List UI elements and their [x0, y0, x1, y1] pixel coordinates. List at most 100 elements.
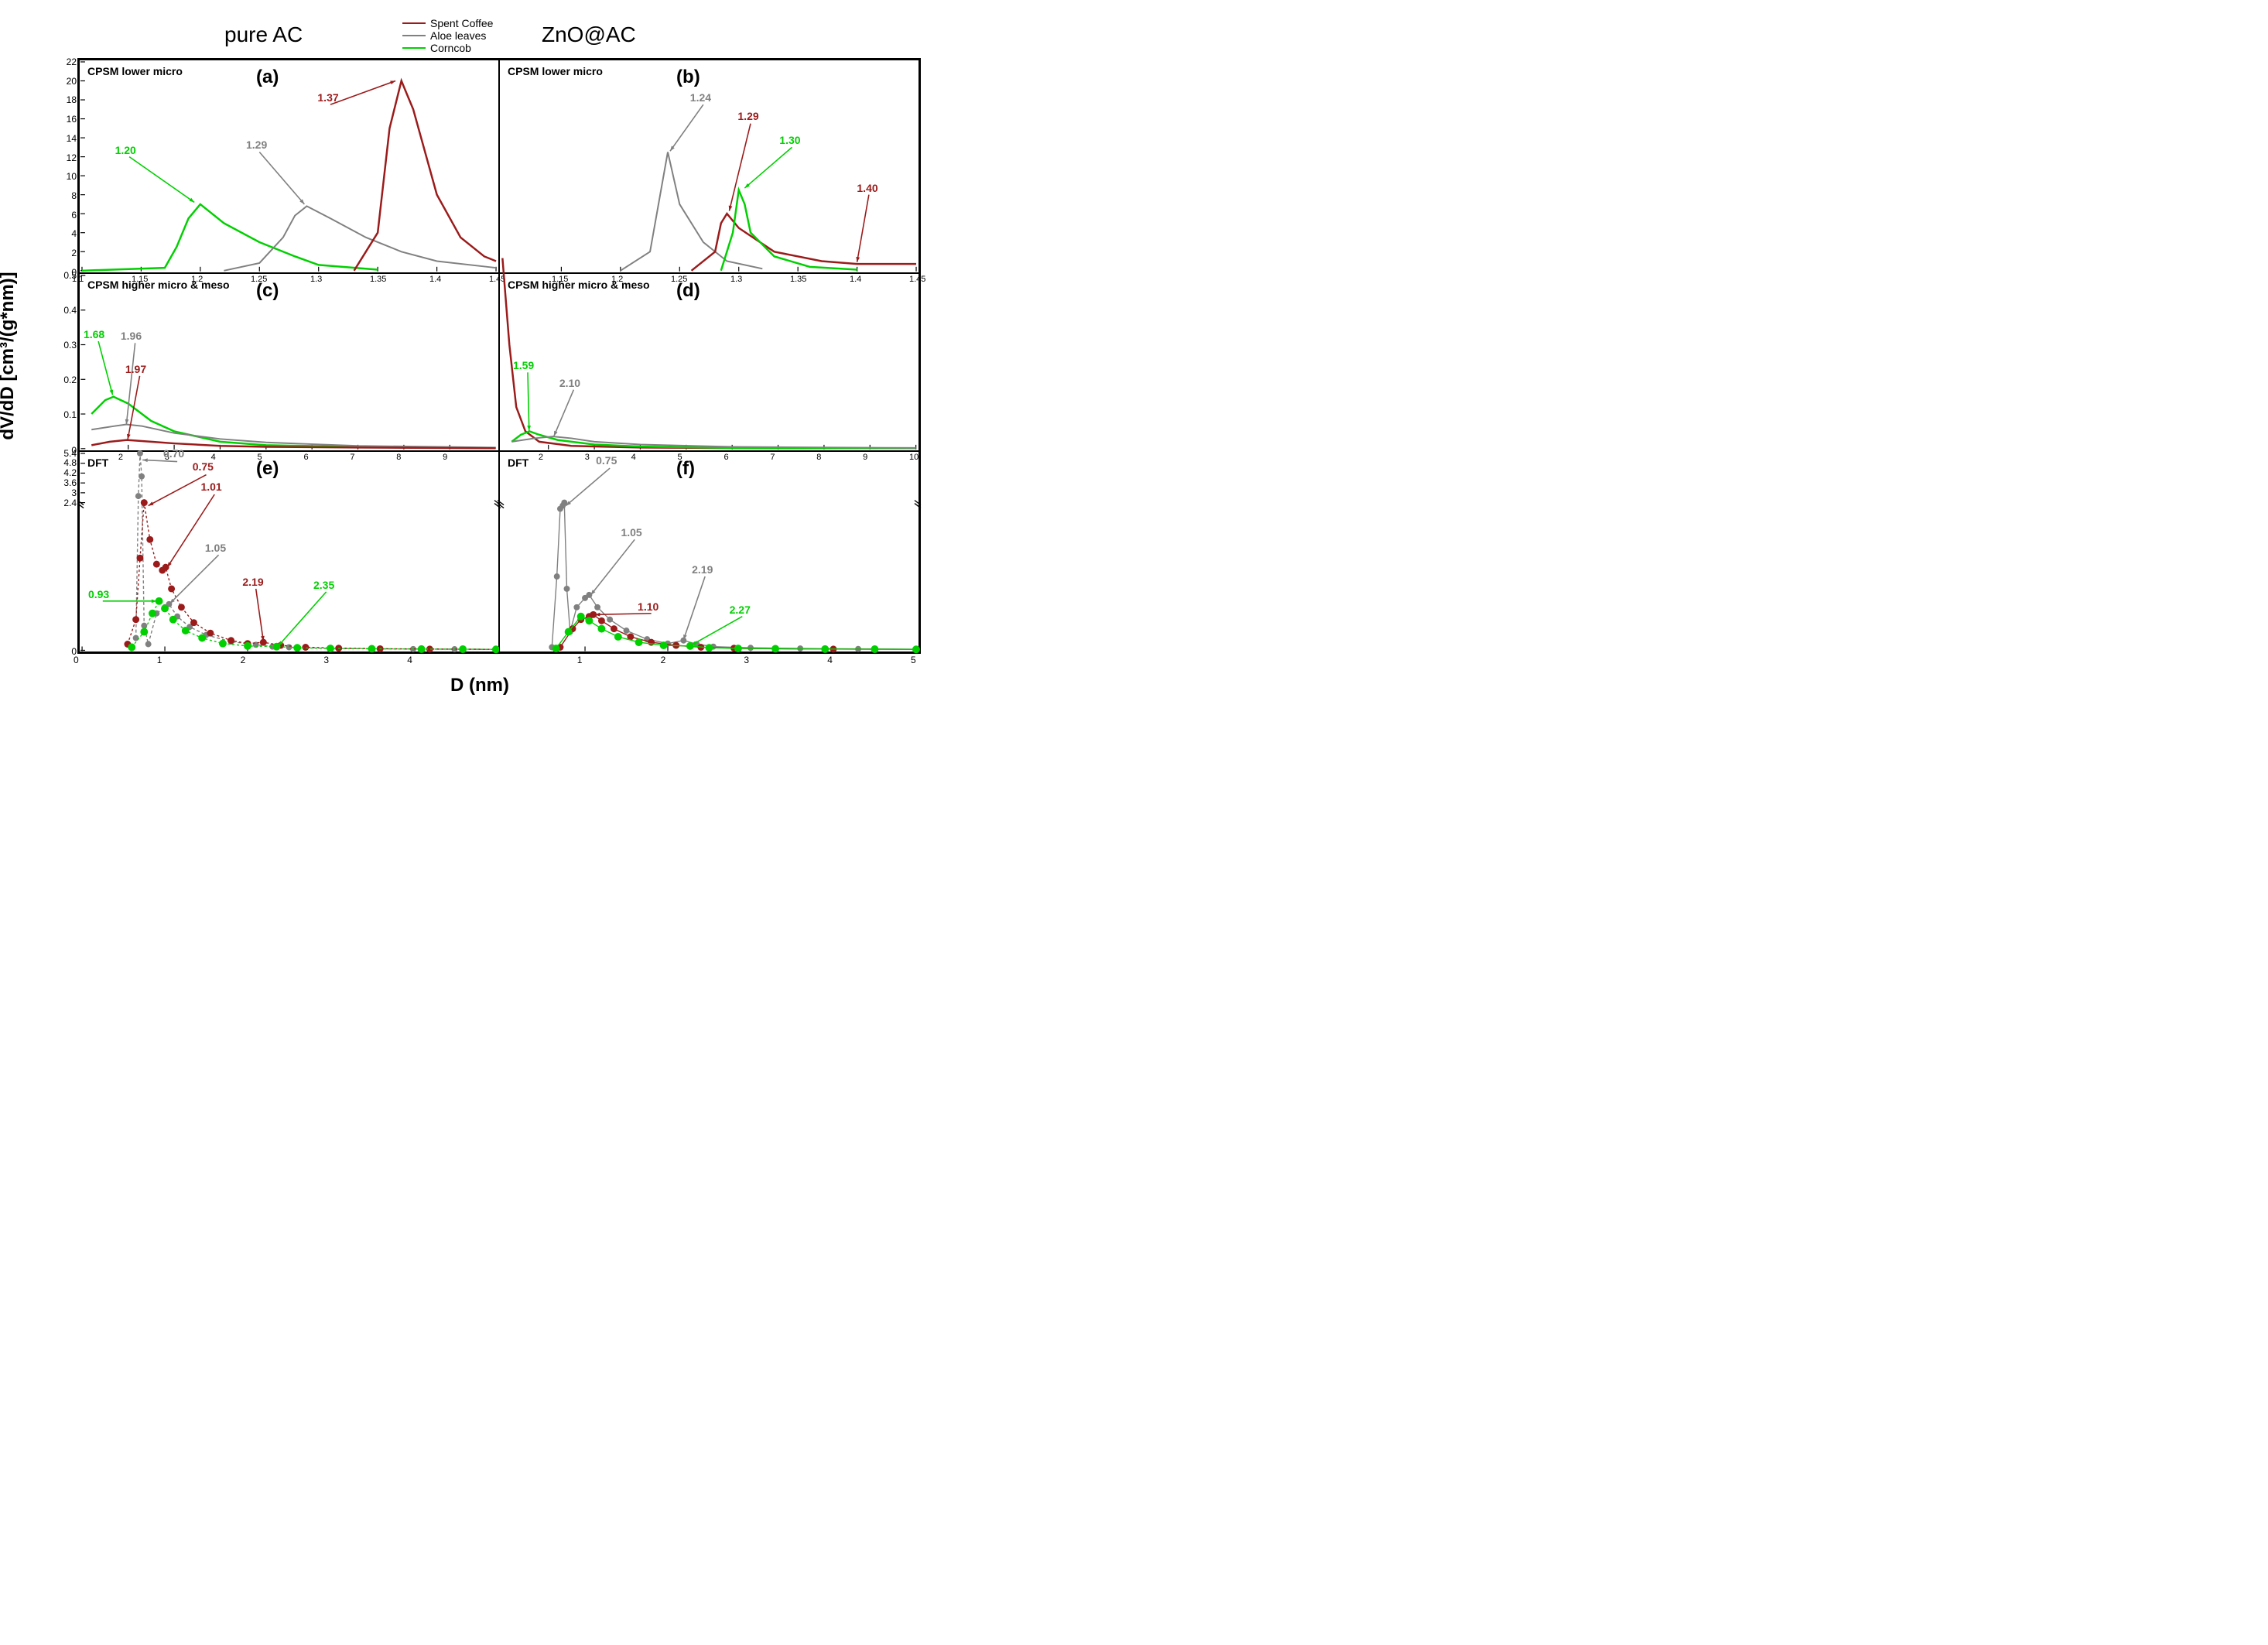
series-marker: [190, 619, 197, 626]
series-line: [354, 81, 496, 271]
series-marker: [418, 645, 426, 652]
series-marker: [244, 641, 251, 649]
series-marker: [132, 616, 139, 623]
annotation-arrow: [566, 468, 610, 506]
annotation-arrow: [169, 555, 218, 604]
annotation-arrow: [528, 372, 529, 430]
series-marker: [227, 637, 234, 644]
annotation-arrow: [259, 152, 304, 203]
annotation-arrowhead: [729, 206, 733, 211]
series-marker: [912, 645, 920, 653]
legend-label: Corncob: [430, 42, 471, 54]
legend-label: Aloe leaves: [430, 29, 486, 42]
annotation-arrow: [691, 616, 742, 645]
legend-swatch: [402, 47, 426, 49]
series-marker: [564, 586, 570, 592]
annotation-arrowhead: [167, 562, 172, 567]
y-tick-label: 0.1: [53, 409, 77, 420]
annotation-arrowhead: [110, 389, 114, 395]
x-tick-label: 5: [911, 655, 916, 665]
series-marker: [597, 624, 605, 632]
series-line: [91, 396, 495, 447]
y-tick-label: 14: [53, 133, 77, 144]
series-marker: [706, 644, 713, 652]
series-marker: [573, 604, 580, 610]
annotation-arrow: [279, 591, 327, 645]
series-marker: [198, 634, 206, 641]
series-marker: [635, 638, 643, 646]
y-tick-label: 12: [53, 152, 77, 163]
panel-grid: CPSM lower micro(a)1.11.151.21.251.31.35…: [77, 58, 921, 654]
annotation-arrow: [683, 576, 705, 640]
legend-label: Spent Coffee: [430, 17, 493, 29]
series-marker: [182, 627, 190, 634]
series-marker: [624, 628, 630, 634]
series-marker: [585, 617, 593, 624]
panel-c: CPSM higher micro & meso(c)2345678900.10…: [79, 273, 499, 451]
x-axis-label: D (nm): [450, 675, 509, 696]
series-line: [128, 502, 496, 649]
series-line: [502, 258, 915, 448]
x-tick-label: 1: [157, 655, 162, 665]
y-tick-label: 0.3: [53, 340, 77, 351]
panel-svg: [500, 452, 918, 652]
y-tick-label: 6: [53, 210, 77, 221]
series-marker: [598, 617, 605, 624]
panel-f: DFT(f)123450.751.051.102.192.27: [499, 451, 919, 652]
annotation-arrow: [149, 474, 207, 505]
x-tick-label: 3: [744, 655, 749, 665]
axis-break-icon: [915, 500, 921, 508]
series-marker: [734, 645, 742, 652]
annotation-arrowhead: [142, 458, 148, 462]
y-tick-label: 5.4: [53, 448, 77, 459]
panel-b: CPSM lower micro(b)1.151.21.251.31.351.4…: [499, 60, 919, 273]
series-marker: [871, 645, 878, 653]
header-title-right: ZnO@AC: [542, 22, 636, 47]
y-tick-label: 16: [53, 114, 77, 125]
legend-item: Aloe leaves: [402, 29, 493, 42]
panel-svg: [80, 274, 498, 450]
series-marker: [145, 641, 152, 647]
series-marker: [459, 645, 467, 653]
y-tick-label: 8: [53, 190, 77, 201]
series-line: [692, 214, 916, 271]
legend-swatch: [402, 35, 426, 36]
y-tick-label: 0.5: [53, 270, 77, 281]
series-line: [91, 424, 495, 447]
panel-e: DFT(e)0123402.433.64.24.85.40.700.751.01…: [79, 451, 499, 652]
series-marker: [552, 645, 560, 652]
annotation-arrowhead: [149, 501, 154, 505]
x-tick-label: 4: [407, 655, 412, 665]
series-marker: [207, 629, 214, 636]
series-marker: [771, 645, 779, 652]
figure: pure AC ZnO@AC Spent CoffeeAloe leavesCo…: [15, 15, 944, 696]
series-marker: [293, 644, 301, 652]
y-tick-label: 2.4: [53, 498, 77, 508]
series-marker: [302, 644, 309, 651]
series-marker: [594, 604, 600, 610]
x-tick-label: 3: [323, 655, 329, 665]
series-marker: [648, 638, 655, 645]
y-tick-label: 4.8: [53, 457, 77, 468]
y-tick-label: 4.2: [53, 467, 77, 478]
series-marker: [161, 604, 169, 612]
series-line: [82, 204, 378, 271]
series-marker: [128, 643, 135, 651]
series-line: [621, 152, 762, 271]
series-marker: [565, 628, 573, 635]
series-marker: [168, 585, 175, 592]
annotation-arrow: [670, 104, 703, 151]
annotation-arrow: [128, 376, 139, 439]
series-marker: [136, 554, 143, 561]
annotation-arrow: [330, 81, 395, 105]
series-marker: [577, 612, 585, 620]
series-marker: [219, 639, 227, 647]
legend-item: Corncob: [402, 42, 493, 54]
y-tick-label: 0: [53, 646, 77, 657]
y-tick-label: 2: [53, 248, 77, 258]
panel-svg: [500, 60, 918, 272]
series-line: [132, 600, 496, 648]
series-marker: [146, 535, 153, 542]
series-marker: [169, 615, 177, 623]
annotation-arrow: [126, 343, 135, 424]
